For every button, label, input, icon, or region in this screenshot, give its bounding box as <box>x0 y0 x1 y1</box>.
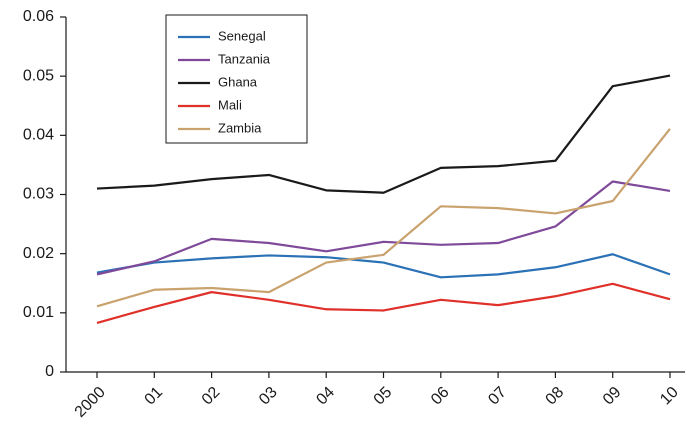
x-tick-label: 04 <box>313 384 338 409</box>
series-line <box>96 74 671 194</box>
x-tick-label: 06 <box>428 384 453 409</box>
series-line <box>96 282 671 324</box>
x-tick-label: 10 <box>657 384 682 409</box>
y-tick-label: 0.03 <box>23 186 54 203</box>
x-tick-label: 01 <box>142 384 167 409</box>
legend-label: Senegal <box>218 28 266 43</box>
y-tick-label: 0.02 <box>23 245 54 262</box>
x-tick-label: 02 <box>199 384 224 409</box>
y-tick-label: 0.06 <box>23 8 54 25</box>
y-tick-label: 0.05 <box>23 67 54 84</box>
x-tick-label: 2000 <box>72 384 109 421</box>
legend-label: Ghana <box>218 74 258 89</box>
y-tick-label: 0 <box>45 363 54 380</box>
series-line <box>96 180 671 276</box>
y-tick-label: 0.04 <box>23 127 54 144</box>
x-tick-label: 08 <box>543 384 568 409</box>
x-tick-label: 07 <box>485 384 510 409</box>
legend: Senegal Tanzania Ghana Mali Zambia <box>165 14 308 144</box>
y-tick-label: 0.01 <box>23 304 54 321</box>
x-tick-label: 05 <box>371 384 396 409</box>
legend-label: Tanzania <box>218 51 271 66</box>
legend-label: Mali <box>218 97 242 112</box>
x-tick-label: 09 <box>600 384 625 409</box>
x-tick-label: 03 <box>256 384 281 409</box>
series-line <box>96 128 671 308</box>
series-line <box>96 253 671 279</box>
legend-label: Zambia <box>218 120 262 135</box>
